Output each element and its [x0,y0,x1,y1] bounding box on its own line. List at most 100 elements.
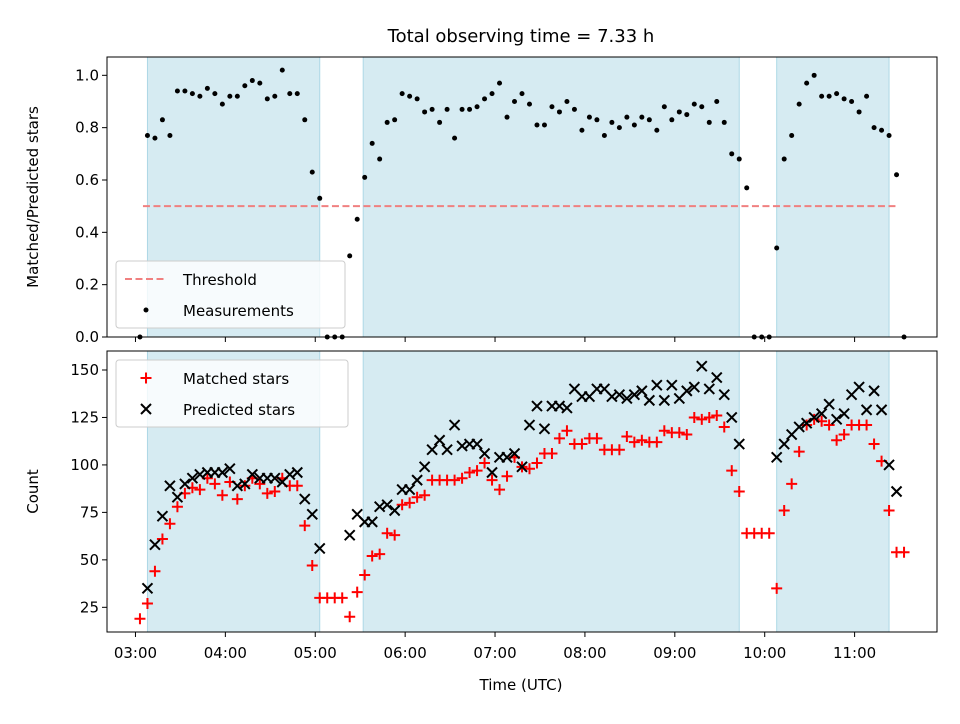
data-point [556,109,562,115]
data-point [182,88,188,94]
data-point [497,80,503,86]
data-point-plus [231,493,243,505]
data-point [467,106,473,112]
data-point [849,98,855,104]
data-point-plus [156,533,168,545]
data-point [347,253,353,259]
data-point [684,112,690,118]
data-point [856,109,862,115]
x-tick-label: 06:00 [384,644,427,662]
data-point [609,119,615,125]
data-point [669,117,675,123]
data-point [811,72,817,78]
data-point-plus [553,432,565,444]
data-point-plus [419,489,431,501]
y-tick-label: 100 [70,456,99,474]
x-tick-label: 07:00 [473,644,516,662]
data-point-x [171,491,184,503]
data-point [774,245,780,251]
data-point-x [688,381,700,393]
data-point [541,122,547,128]
data-point-plus [449,474,461,486]
y-tick-label: 150 [70,361,99,379]
data-point-x [890,485,903,498]
data-point-plus [868,438,880,450]
data-point-plus [336,592,348,604]
data-point [392,117,398,123]
data-point [354,216,360,222]
data-point-x [561,402,573,414]
top-y-ticks: 0.0 0.2 0.4 0.6 0.8 1.0 [75,66,107,346]
data-point [654,127,660,133]
data-point-plus [306,560,318,572]
data-point-plus [351,586,363,598]
data-point-x [770,451,783,464]
data-point-plus [404,497,416,509]
data-point-x [523,419,536,431]
data-point-x [651,379,663,391]
data-point-plus [523,463,535,475]
top-legend: Threshold Measurements [115,260,346,329]
data-point [676,109,682,115]
data-point-x [516,461,528,473]
data-point-plus [696,413,708,425]
data-point [474,104,480,110]
data-point [819,93,825,99]
data-point [736,156,742,162]
data-point [144,133,150,139]
data-point-x [778,438,790,450]
shaded-interval [776,57,890,337]
y-tick-label: 0.8 [75,119,99,137]
data-point-plus [494,484,506,496]
data-point [197,93,203,99]
legend-plus-swatch [140,372,152,384]
data-point-plus [838,429,850,441]
data-point [646,117,652,123]
data-point-plus [254,478,266,490]
data-point-plus [591,432,603,444]
data-point-plus [209,478,221,490]
data-point-x [658,394,671,407]
data-point [564,98,570,104]
data-point [317,195,323,201]
data-point-x [703,383,715,395]
legend-box [115,359,349,428]
data-point [302,117,308,123]
data-point-x [403,483,416,496]
data-point [189,91,195,97]
data-point [624,114,630,120]
data-point-x [269,472,281,484]
data-point-plus [486,474,498,486]
data-point-plus [261,487,273,499]
data-point [714,98,720,104]
data-point-x [508,447,521,460]
data-point-x [875,404,888,416]
bottom-data-points [134,360,910,625]
data-point-x [411,474,423,486]
data-point [489,91,495,97]
data-point [504,114,510,120]
data-point-plus [801,419,813,431]
data-point-plus [621,430,633,442]
data-point-plus [374,548,386,560]
data-point-plus [269,486,281,497]
data-point-x [478,447,491,460]
data-point [227,93,233,99]
data-point [804,80,810,86]
data-point-x [291,466,303,479]
data-point-x [800,417,813,429]
data-point-x [681,385,693,397]
data-point-x [696,360,708,372]
data-point-plus [531,457,543,469]
data-point [152,135,158,141]
data-point-x [830,413,843,426]
data-point-x [216,466,229,479]
data-point [482,96,488,102]
data-point-x [808,411,820,424]
x-tick-label: 08:00 [563,644,606,662]
data-point [369,140,375,146]
data-point-plus [561,425,573,437]
x-tick-label: 09:00 [653,644,696,662]
top-axes-frame [106,56,938,338]
